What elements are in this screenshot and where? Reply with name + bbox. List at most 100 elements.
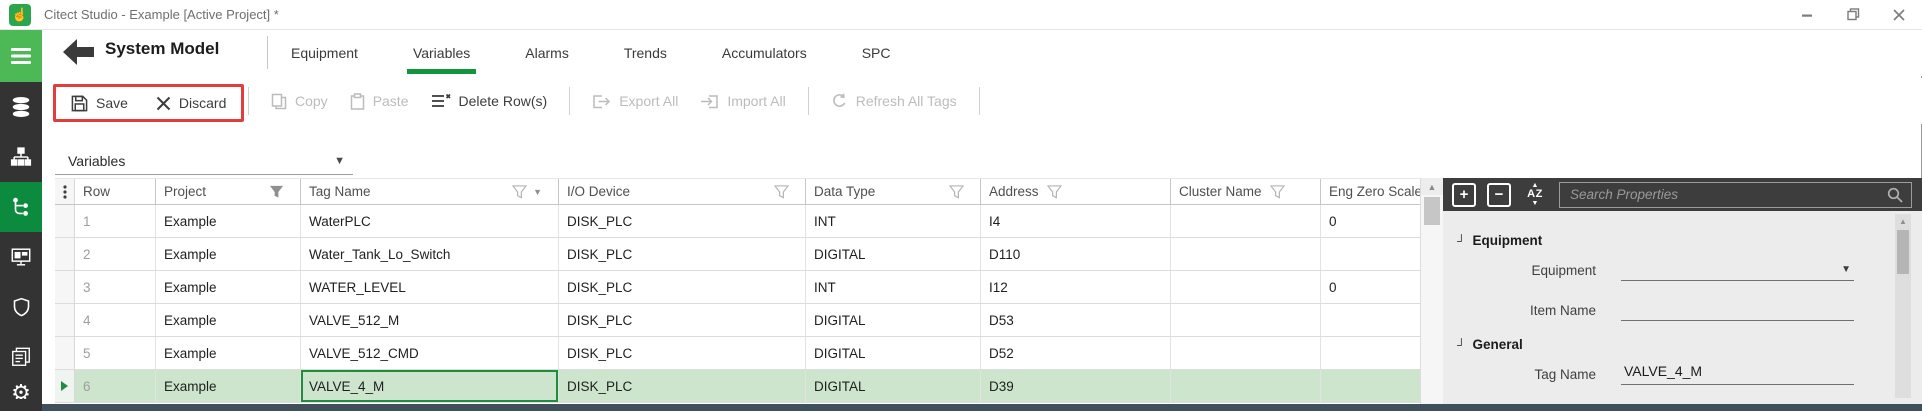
tab-equipment[interactable]: Equipment <box>291 45 358 61</box>
cell-io-device[interactable]: DISK_PLC <box>558 238 805 270</box>
cell-project[interactable]: Example <box>155 238 300 270</box>
sidebar-item-settings[interactable]: ⚙ <box>0 382 42 399</box>
cell-address[interactable]: I12 <box>980 271 1170 303</box>
refresh-all-tags-button[interactable]: Refresh All Tags <box>831 93 957 110</box>
tab-variables[interactable]: Variables <box>406 30 477 76</box>
column-header-row[interactable]: Row <box>83 184 111 199</box>
column-header-project[interactable]: Project <box>155 179 300 204</box>
column-header-address[interactable]: Address <box>980 179 1170 204</box>
row-handle[interactable] <box>55 337 75 369</box>
properties-scrollbar[interactable]: ▲ <box>1895 214 1911 398</box>
column-header-tag-name[interactable]: Tag Name ▼ <box>300 179 558 204</box>
copy-button[interactable]: Copy <box>271 93 328 110</box>
sidebar-item-topology[interactable] <box>0 82 42 132</box>
tab-spc[interactable]: SPC <box>861 45 891 61</box>
table-row[interactable]: 4 Example VALVE_512_M DISK_PLC DIGITAL D… <box>55 304 1420 337</box>
cell-io-device[interactable]: DISK_PLC <box>558 271 805 303</box>
section-general[interactable]: ┘ General <box>1457 337 1523 352</box>
scrollbar-thumb[interactable] <box>1424 197 1440 225</box>
restore-button[interactable] <box>1830 0 1876 29</box>
tab-alarms[interactable]: Alarms <box>525 45 569 61</box>
column-header-eng-zero-scale[interactable]: Eng Zero Scale <box>1320 179 1420 204</box>
cell-tag-name[interactable]: WATER_LEVEL <box>300 271 558 303</box>
cell-cluster-name[interactable] <box>1170 271 1320 303</box>
tag-name-input[interactable]: VALVE_4_M <box>1621 363 1854 385</box>
cell-tag-name[interactable]: VALVE_512_M <box>300 304 558 336</box>
cell-project[interactable]: Example <box>155 205 300 237</box>
cell-eng-zero-scale[interactable] <box>1320 304 1420 336</box>
cell-io-device[interactable]: DISK_PLC <box>558 337 805 369</box>
cell-eng-zero-scale[interactable] <box>1320 238 1420 270</box>
sidebar-item-projects[interactable] <box>0 332 42 382</box>
entity-type-dropdown[interactable]: Variables ▼ <box>55 147 353 175</box>
tab-accumulators[interactable]: Accumulators <box>721 45 807 61</box>
sidebar-item-security[interactable] <box>0 282 42 332</box>
sort-az-button[interactable]: ▲ AZ ▼ <box>1522 182 1548 207</box>
row-handle[interactable] <box>55 271 75 303</box>
cell-address[interactable]: D53 <box>980 304 1170 336</box>
table-row[interactable]: 1 Example WaterPLC DISK_PLC INT I4 0 <box>55 205 1420 238</box>
cell-io-device[interactable]: DISK_PLC <box>558 205 805 237</box>
row-handle[interactable] <box>55 304 75 336</box>
cell-data-type[interactable]: DIGITAL <box>805 337 980 369</box>
cell-cluster-name[interactable] <box>1170 238 1320 270</box>
cell-address[interactable]: D110 <box>980 238 1170 270</box>
scroll-up-icon[interactable]: ▲ <box>1421 178 1443 195</box>
cell-tag-name[interactable]: VALVE_512_CMD <box>300 337 558 369</box>
row-handle[interactable] <box>55 205 75 237</box>
search-properties-input[interactable] <box>1559 181 1912 208</box>
hamburger-menu-button[interactable] <box>0 30 42 82</box>
table-row[interactable]: 3 Example WATER_LEVEL DISK_PLC INT I12 0 <box>55 271 1420 304</box>
discard-button[interactable]: Discard <box>156 95 226 111</box>
cell-data-type[interactable]: DIGITAL <box>805 304 980 336</box>
cell-cluster-name[interactable] <box>1170 370 1320 402</box>
delete-rows-button[interactable]: Delete Row(s) <box>431 93 547 109</box>
row-handle[interactable] <box>55 238 75 270</box>
paste-button[interactable]: Paste <box>350 92 409 110</box>
cell-address[interactable]: D39 <box>980 370 1170 402</box>
tab-trends[interactable]: Trends <box>623 45 667 61</box>
cell-data-type[interactable]: INT <box>805 271 980 303</box>
back-button[interactable] <box>63 39 96 65</box>
item-name-input[interactable] <box>1621 299 1854 321</box>
cell-io-device[interactable]: DISK_PLC <box>558 370 805 402</box>
cell-tag-name-selected[interactable]: VALVE_4_M <box>300 370 558 402</box>
cell-project[interactable]: Example <box>155 304 300 336</box>
cell-eng-zero-scale[interactable] <box>1320 337 1420 369</box>
cell-address[interactable]: I4 <box>980 205 1170 237</box>
table-row[interactable]: 2 Example Water_Tank_Lo_Switch DISK_PLC … <box>55 238 1420 271</box>
table-scrollbar[interactable]: ▲ <box>1420 178 1443 404</box>
cell-cluster-name[interactable] <box>1170 337 1320 369</box>
cell-cluster-name[interactable] <box>1170 304 1320 336</box>
collapse-all-button[interactable]: − <box>1487 182 1511 207</box>
cell-project[interactable]: Example <box>155 370 300 402</box>
export-all-button[interactable]: Export All <box>592 93 678 110</box>
column-header-data-type[interactable]: Data Type <box>805 179 980 204</box>
row-handle-current-marker[interactable] <box>55 370 75 402</box>
save-button[interactable]: Save <box>71 95 128 112</box>
cell-tag-name[interactable]: Water_Tank_Lo_Switch <box>300 238 558 270</box>
table-row-selected[interactable]: 6 Example VALVE_4_M DISK_PLC DIGITAL D39 <box>55 370 1420 403</box>
cell-io-device[interactable]: DISK_PLC <box>558 304 805 336</box>
scrollbar-thumb[interactable] <box>1897 230 1909 274</box>
cell-data-type[interactable]: DIGITAL <box>805 370 980 402</box>
import-all-button[interactable]: Import All <box>700 93 786 110</box>
equipment-dropdown[interactable]: ▼ <box>1621 259 1854 281</box>
cell-project[interactable]: Example <box>155 337 300 369</box>
sidebar-item-visualization[interactable] <box>0 232 42 282</box>
cell-cluster-name[interactable] <box>1170 205 1320 237</box>
cell-eng-zero-scale[interactable]: 0 <box>1320 271 1420 303</box>
section-equipment[interactable]: ┘ Equipment <box>1457 233 1543 248</box>
minimize-button[interactable] <box>1784 0 1830 29</box>
scroll-up-icon[interactable]: ▲ <box>1899 216 1907 226</box>
table-row[interactable]: 5 Example VALVE_512_CMD DISK_PLC DIGITAL… <box>55 337 1420 370</box>
cell-eng-zero-scale[interactable] <box>1320 370 1420 402</box>
cell-address[interactable]: D52 <box>980 337 1170 369</box>
sidebar-item-system-model[interactable] <box>0 182 42 232</box>
cell-tag-name[interactable]: WaterPLC <box>300 205 558 237</box>
cell-project[interactable]: Example <box>155 271 300 303</box>
sidebar-item-computer-setup[interactable] <box>0 132 42 182</box>
cell-data-type[interactable]: DIGITAL <box>805 238 980 270</box>
cell-eng-zero-scale[interactable]: 0 <box>1320 205 1420 237</box>
column-header-io-device[interactable]: I/O Device <box>558 179 805 204</box>
